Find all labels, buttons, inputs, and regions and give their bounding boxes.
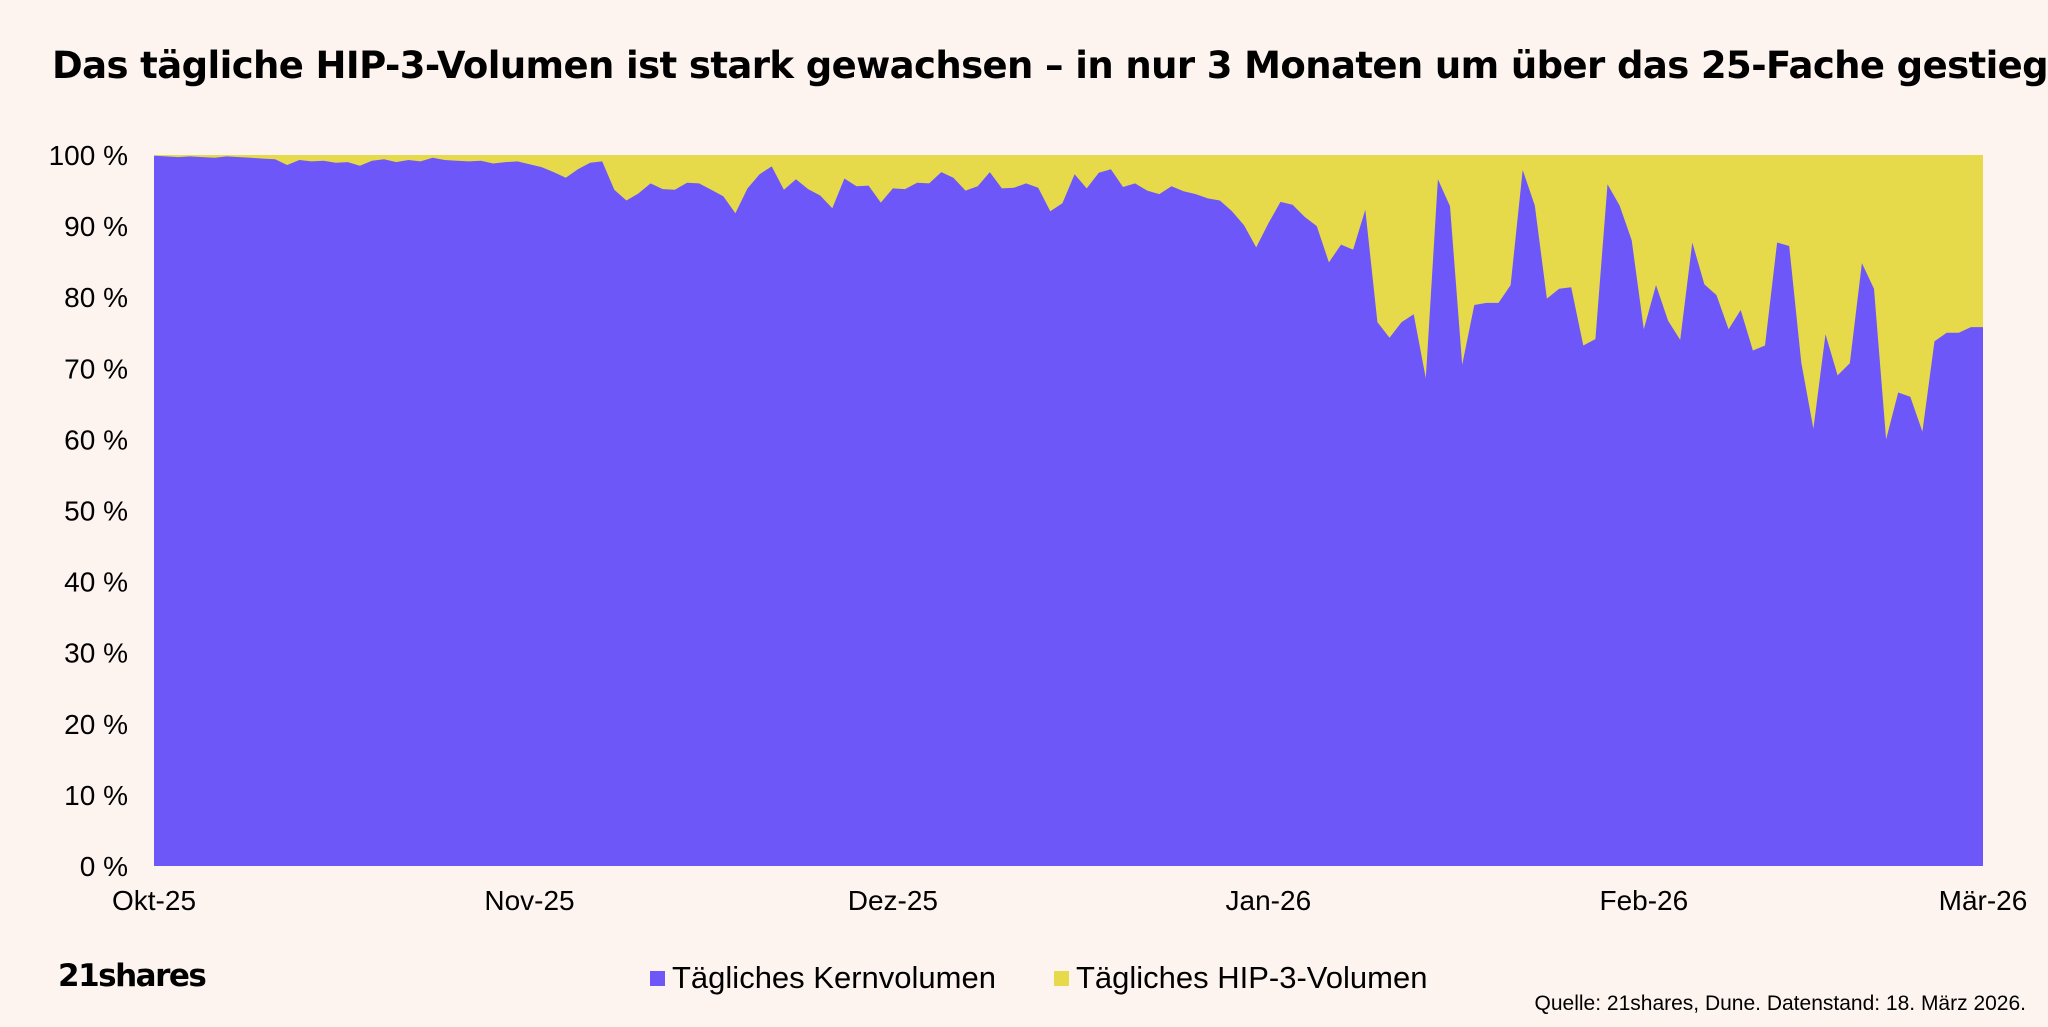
y-tick-label: 70 % <box>64 353 128 384</box>
page-title: Das tägliche HIP-3-Volumen ist stark gew… <box>52 44 2048 87</box>
x-axis: Okt-25 Nov-25 Dez-25 Jan-26 Feb-26 Mär-26 <box>112 885 2027 916</box>
brand-logo: 21shares <box>58 958 207 994</box>
y-tick-label: 40 % <box>64 567 128 598</box>
x-tick-label: Mär-26 <box>1939 885 2028 916</box>
y-tick-label: 0 % <box>80 851 128 882</box>
y-axis: 0 % 10 % 20 % 30 % 40 % 50 % 60 % 70 % 80 % 90 % 1… <box>49 140 128 882</box>
y-tick-label: 90 % <box>64 211 128 242</box>
legend-label-core: Tägliches Kernvolumen <box>672 960 996 995</box>
core-volume-area <box>154 155 1983 866</box>
legend-item-core: Tägliches Kernvolumen <box>650 960 996 996</box>
legend-swatch-hip3 <box>1053 970 1069 986</box>
y-tick-label: 20 % <box>64 709 128 740</box>
y-tick-label: 50 % <box>64 496 128 527</box>
x-tick-label: Dez-25 <box>848 885 938 916</box>
x-tick-label: Nov-25 <box>484 885 574 916</box>
x-tick-label: Jan-26 <box>1226 885 1312 916</box>
legend-swatch-core <box>650 970 665 986</box>
x-tick-label: Okt-25 <box>112 885 196 916</box>
x-tick-label: Feb-26 <box>1599 885 1688 916</box>
y-tick-label: 30 % <box>64 638 128 669</box>
legend-label-hip3: Tägliches HIP-3-Volumen <box>1075 960 1428 995</box>
stacked-area-chart: 0 % 10 % 20 % 30 % 40 % 50 % 60 % 70 % 80 % 90 % 1… <box>49 140 2028 916</box>
y-tick-label: 60 % <box>64 424 128 455</box>
y-tick-label: 10 % <box>64 780 128 811</box>
legend-item-hip3: Tägliches HIP-3-Volumen <box>1053 960 1428 996</box>
chart-legend: Tägliches Kernvolumen Tägliches HIP-3-Vo… <box>650 960 1427 996</box>
source-note: Quelle: 21shares, Dune. Datenstand: 18. … <box>1534 992 2026 1015</box>
y-tick-label: 80 % <box>64 282 128 313</box>
y-tick-label: 100 % <box>49 140 128 171</box>
